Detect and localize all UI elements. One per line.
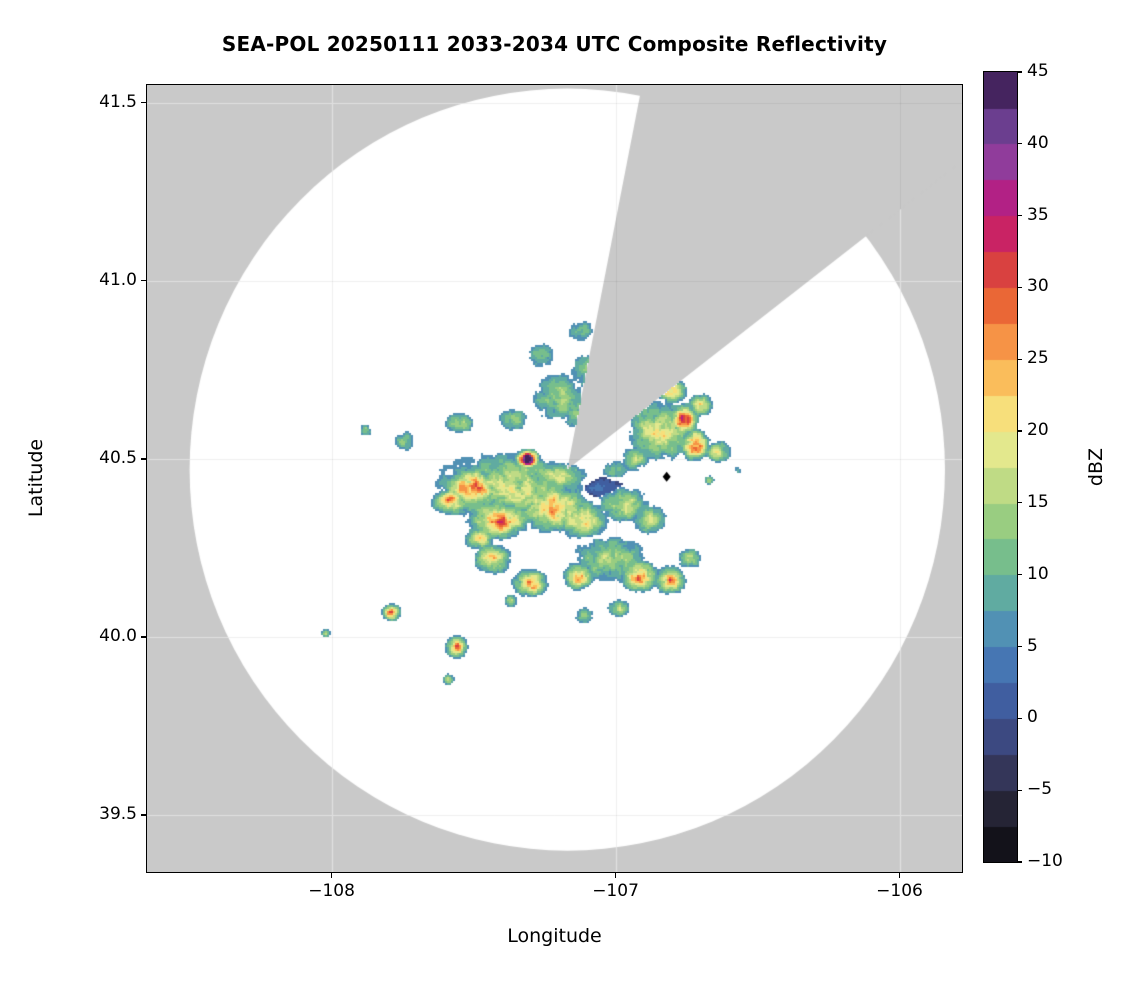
colorbar-tickmark <box>1017 143 1022 145</box>
colorbar-tickmark <box>1017 71 1022 73</box>
colorbar-tickmark <box>1017 286 1022 289</box>
colorbar-tickmark <box>1017 215 1022 217</box>
x-tickmark <box>614 872 617 878</box>
colorbar-canvas <box>984 72 1017 862</box>
colorbar-tick-label: 30 <box>1027 276 1049 297</box>
colorbar-tickmark <box>1017 789 1022 791</box>
y-tickmark <box>141 458 147 460</box>
chart-title: SEA-POL 20250111 2033-2034 UTC Composite… <box>221 32 888 56</box>
colorbar-tick-label: 0 <box>1027 707 1038 728</box>
colorbar-tickmark <box>1017 430 1022 432</box>
y-tickmark <box>141 814 147 816</box>
y-tick-label: 41.0 <box>99 269 137 290</box>
y-tick-label: 40.0 <box>99 625 137 646</box>
colorbar-tickmark <box>1017 717 1022 719</box>
x-tick-label: −107 <box>592 881 639 901</box>
x-tickmark <box>898 872 901 878</box>
y-tick-label: 40.5 <box>99 447 137 468</box>
y-tickmark <box>141 280 147 282</box>
colorbar-tick-label: 20 <box>1027 420 1049 441</box>
colorbar-tick-label: 25 <box>1027 348 1049 369</box>
colorbar-tick-label: −5 <box>1027 779 1053 800</box>
y-tickmark <box>141 102 147 104</box>
colorbar-tickmark <box>1017 645 1022 648</box>
colorbar-tick-label: 5 <box>1027 635 1038 656</box>
x-tick-label: −108 <box>308 881 355 901</box>
x-tick-label: −106 <box>876 881 923 901</box>
y-axis-label: Latitude <box>25 438 47 518</box>
y-tickmark <box>141 636 147 638</box>
colorbar-tick-label: 40 <box>1027 132 1049 153</box>
colorbar-tick-label: 45 <box>1027 61 1049 81</box>
colorbar-tick-label: 35 <box>1027 204 1049 225</box>
colorbar-tick-label: 15 <box>1027 491 1049 512</box>
y-tick-label: 39.5 <box>99 804 137 825</box>
colorbar-tick-label: −10 <box>1027 851 1063 871</box>
colorbar-tickmark <box>1017 861 1022 863</box>
colorbar-label: dBZ <box>1085 447 1107 487</box>
y-tick-label: 41.5 <box>99 91 137 112</box>
colorbar-tickmark <box>1017 502 1022 504</box>
radar-plot-canvas <box>147 85 962 872</box>
colorbar-tickmark <box>1017 358 1022 360</box>
colorbar-tickmark <box>1017 574 1022 576</box>
x-axis-label: Longitude <box>507 925 602 947</box>
x-tickmark <box>330 872 333 878</box>
colorbar-tick-label: 10 <box>1027 563 1049 584</box>
